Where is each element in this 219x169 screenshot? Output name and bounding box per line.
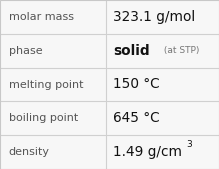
Text: 645 °C: 645 °C [113, 111, 159, 125]
Text: 3: 3 [186, 140, 192, 149]
Text: (at STP): (at STP) [161, 46, 199, 55]
Text: melting point: melting point [9, 79, 83, 90]
Text: density: density [9, 147, 50, 157]
Text: 150 °C: 150 °C [113, 78, 159, 91]
Bar [106, 0, 219, 34]
Bar [0, 34, 106, 68]
Bar [0, 101, 106, 135]
Text: molar mass: molar mass [9, 12, 74, 22]
Bar [106, 135, 219, 169]
Bar [106, 68, 219, 101]
Bar [106, 34, 219, 68]
Bar [0, 0, 106, 34]
Bar [106, 101, 219, 135]
Text: 323.1 g/mol: 323.1 g/mol [113, 10, 195, 24]
Text: phase: phase [9, 46, 42, 56]
Text: solid: solid [113, 44, 149, 58]
Bar [0, 68, 106, 101]
Text: 1.49 g/cm: 1.49 g/cm [113, 145, 182, 159]
Bar [0, 135, 106, 169]
Text: boiling point: boiling point [9, 113, 78, 123]
